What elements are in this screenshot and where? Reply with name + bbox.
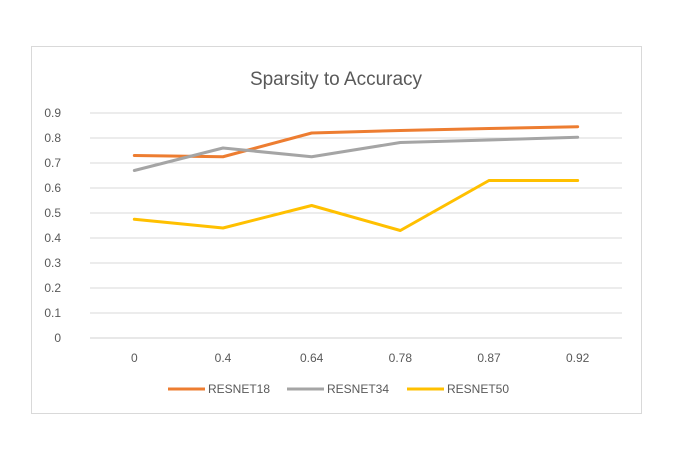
chart-frame: [31, 46, 642, 414]
data-point-resnet34: [576, 136, 579, 139]
x-tick-label: 0.92: [566, 351, 590, 365]
data-point-resnet50: [487, 179, 491, 182]
y-tick-label: 0.1: [44, 306, 61, 320]
data-point-resnet50: [399, 229, 402, 232]
y-tick-label: 0.7: [44, 156, 61, 170]
chart-title: Sparsity to Accuracy: [250, 69, 423, 90]
data-point-resnet50: [221, 226, 225, 230]
y-tick-label: 0: [54, 331, 61, 345]
series-line-resnet18: [132, 125, 580, 159]
y-tick-label: 0.2: [44, 281, 61, 295]
legend-label-resnet18: RESNET18: [208, 382, 270, 396]
data-point-resnet34: [221, 146, 225, 150]
data-point-resnet34: [487, 138, 491, 142]
data-point-resnet50: [133, 218, 136, 221]
series-line-resnet34: [132, 135, 580, 172]
y-tick-label: 0.3: [44, 256, 61, 270]
legend-label-resnet34: RESNET34: [327, 382, 389, 396]
x-axis: 0 0.4 0.64 0.78 0.87 0.92: [131, 351, 590, 365]
x-tick-label: 0.4: [215, 351, 232, 365]
x-tick-label: 0.64: [300, 351, 324, 365]
x-tick-label: 0: [131, 351, 138, 365]
legend-label-resnet50: RESNET50: [447, 382, 509, 396]
data-point-resnet18: [576, 125, 579, 128]
series-layer: [132, 125, 580, 232]
data-point-resnet18: [487, 127, 491, 130]
data-point-resnet18: [399, 129, 402, 132]
y-tick-label: 0.5: [44, 206, 61, 220]
y-tick-label: 0.8: [44, 131, 61, 145]
data-point-resnet34: [310, 155, 313, 158]
data-point-resnet50: [310, 204, 313, 207]
x-tick-label: 0.78: [389, 351, 413, 365]
data-point-resnet18: [310, 131, 313, 135]
data-point-resnet18: [133, 154, 136, 157]
data-point-resnet50: [576, 179, 579, 182]
y-tick-label: 0.6: [44, 181, 61, 195]
data-point-resnet34: [133, 169, 136, 172]
series-line-resnet50: [132, 179, 580, 232]
data-point-resnet34: [399, 141, 402, 144]
y-tick-label: 0.4: [44, 231, 61, 245]
gridlines: [90, 112, 622, 339]
data-point-resnet18: [221, 155, 225, 158]
y-axis: 0 0.1 0.2 0.3 0.4 0.5 0.6 0.7 0.8 0.9: [44, 106, 61, 345]
y-tick-label: 0.9: [44, 106, 61, 120]
x-tick-label: 0.87: [477, 351, 501, 365]
legend: RESNET18 RESNET34 RESNET50: [168, 382, 509, 396]
